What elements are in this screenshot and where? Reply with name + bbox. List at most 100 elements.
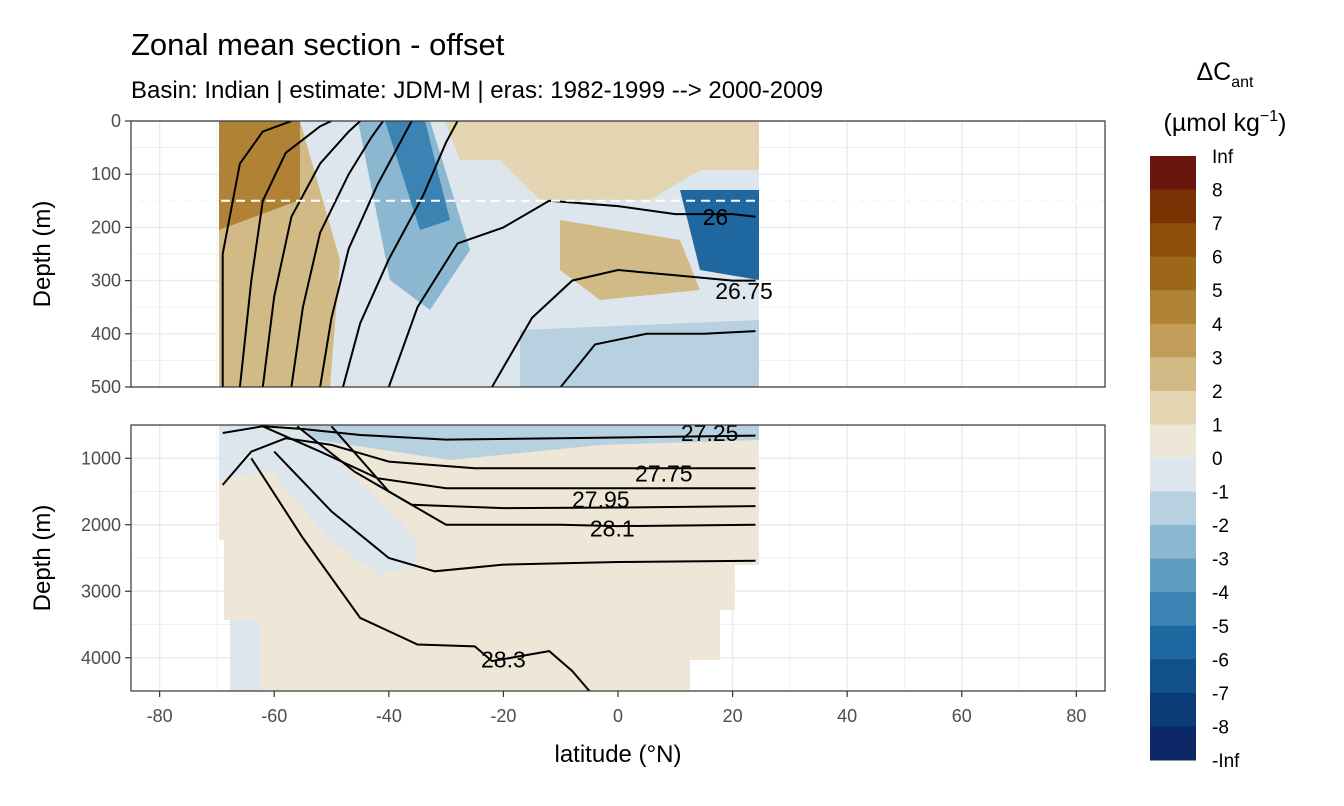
legend-tick-label: -6 <box>1212 650 1229 671</box>
x-axis: -80 -60 -40 -20 0 20 40 60 80 <box>147 691 1086 726</box>
legend-tick-label: -5 <box>1212 617 1229 638</box>
upper-field-north-strong-negative <box>680 190 759 280</box>
legend-tick-label: 3 <box>1212 348 1223 369</box>
legend-tick-label: -8 <box>1212 717 1229 738</box>
contour-label: 28.3 <box>481 647 526 673</box>
legend-color-step <box>1150 256 1196 291</box>
y-tick-label: 2000 <box>81 515 121 535</box>
y-tick-label: 0 <box>111 111 121 131</box>
x-axis-title: latitude (°N) <box>555 741 682 768</box>
legend-color-step <box>1150 458 1196 493</box>
y-tick-label: 4000 <box>81 648 121 668</box>
legend-color-step <box>1150 692 1196 727</box>
legend-labels: Inf 8 7 6 5 4 3 2 1 0 -1 -2 -3 -4 -5 -6 -7 -8 -Inf <box>1212 147 1240 772</box>
legend-tick-label: 4 <box>1212 315 1223 336</box>
contour-label: 26.75 <box>715 278 773 304</box>
isopycnal-line <box>238 121 332 387</box>
isopycnal-line <box>559 330 756 387</box>
lower-field-southern-light <box>219 425 415 575</box>
y-tick-label: 1000 <box>81 448 121 468</box>
upper-field-deep-negative <box>520 320 759 387</box>
legend-tick-label: 0 <box>1212 449 1223 470</box>
contour-label: 27.75 <box>635 461 693 487</box>
legend-color-step <box>1150 189 1196 224</box>
upper-field-subsurface-positive <box>560 220 700 300</box>
x-tick-label: 20 <box>723 706 743 726</box>
legend-color-step <box>1150 223 1196 258</box>
legend-unit: (µmol kg−1) <box>1164 108 1287 137</box>
chart-subtitle: Basin: Indian | estimate: JDM-M | eras: … <box>131 77 823 104</box>
y-tick-label: 3000 <box>81 581 121 601</box>
x-tick-label: 0 <box>613 706 623 726</box>
legend-color-step <box>1150 726 1196 761</box>
y-tick-label: 300 <box>91 271 121 291</box>
legend-color-step <box>1150 525 1196 560</box>
legend-tick-label: -Inf <box>1212 751 1240 772</box>
upper-contour-labels: 26 26.75 <box>703 204 773 304</box>
x-tick-label: 40 <box>837 706 857 726</box>
isopycnal-line <box>319 121 413 387</box>
legend-tick-label: 1 <box>1212 415 1223 436</box>
lower-y-axis: 1000 2000 3000 4000 <box>81 448 131 668</box>
isopycnal-line <box>250 457 591 691</box>
upper-y-axis-title: Depth (m) <box>29 201 56 308</box>
legend-color-step <box>1150 491 1196 526</box>
legend-tick-label: 8 <box>1212 181 1223 202</box>
lower-isopycnals <box>221 425 756 691</box>
isopycnal-line <box>221 437 756 486</box>
x-tick-label: 80 <box>1066 706 1086 726</box>
isopycnal-line <box>273 450 756 573</box>
legend-tick-label: 5 <box>1212 281 1223 302</box>
legend-color-step <box>1150 659 1196 694</box>
legend-tick-label: -1 <box>1212 483 1229 504</box>
isopycnal-line <box>290 121 384 387</box>
contour-label: 28.1 <box>590 516 635 542</box>
isopycnal-line <box>387 199 756 387</box>
legend-tick-label: -3 <box>1212 550 1229 571</box>
upper-y-axis: 0 100 200 300 400 500 <box>91 111 131 397</box>
legend-color-step <box>1150 156 1196 191</box>
legend-tick-label: -4 <box>1212 583 1229 604</box>
contour-label: 27.25 <box>681 420 739 446</box>
contour-label: 26 <box>703 204 729 230</box>
legend-title: ΔCant <box>1196 58 1254 91</box>
y-tick-label: 400 <box>91 324 121 344</box>
legend-color-step <box>1150 558 1196 593</box>
x-tick-label: -80 <box>147 706 173 726</box>
chart-title: Zonal mean section - offset <box>131 27 505 62</box>
upper-panel: 26 26.75 0 100 200 300 400 500 <box>91 111 1106 397</box>
isopycnal-line <box>296 425 756 510</box>
legend-tick-label: 2 <box>1212 382 1223 403</box>
lower-field-deep-light <box>230 620 260 691</box>
legend-tick-label: Inf <box>1212 147 1234 168</box>
y-tick-label: 100 <box>91 164 121 184</box>
legend-tick-label: -7 <box>1212 684 1229 705</box>
x-tick-label: -20 <box>490 706 516 726</box>
x-tick-label: -60 <box>261 706 287 726</box>
y-tick-label: 200 <box>91 217 121 237</box>
legend-tick-label: 7 <box>1212 214 1223 235</box>
contour-label: 27.95 <box>572 486 630 512</box>
isopycnal-line <box>261 121 361 387</box>
legend: ΔCant (µmol kg−1) Inf 8 7 6 5 4 3 2 1 0 -1 -2 -3 -4 -5… <box>1150 58 1286 772</box>
legend-color-step <box>1150 323 1196 358</box>
legend-color-step <box>1150 592 1196 627</box>
isopycnal-line <box>491 268 756 387</box>
legend-color-step <box>1150 357 1196 392</box>
legend-color-step <box>1150 625 1196 660</box>
upper-isopycnals <box>221 121 756 387</box>
legend-tick-label: -2 <box>1212 516 1229 537</box>
isopycnal-line <box>330 425 756 528</box>
upper-field-strong-negative <box>385 121 450 230</box>
upper-field-surface-positive <box>445 121 759 200</box>
legend-color-step <box>1150 390 1196 425</box>
isopycnal-line <box>342 121 459 387</box>
upper-panel-border <box>130 120 1106 388</box>
x-tick-label: 60 <box>952 706 972 726</box>
lower-y-axis-title: Depth (m) <box>29 505 56 612</box>
legend-color-step <box>1150 424 1196 459</box>
x-tick-label: -40 <box>376 706 402 726</box>
